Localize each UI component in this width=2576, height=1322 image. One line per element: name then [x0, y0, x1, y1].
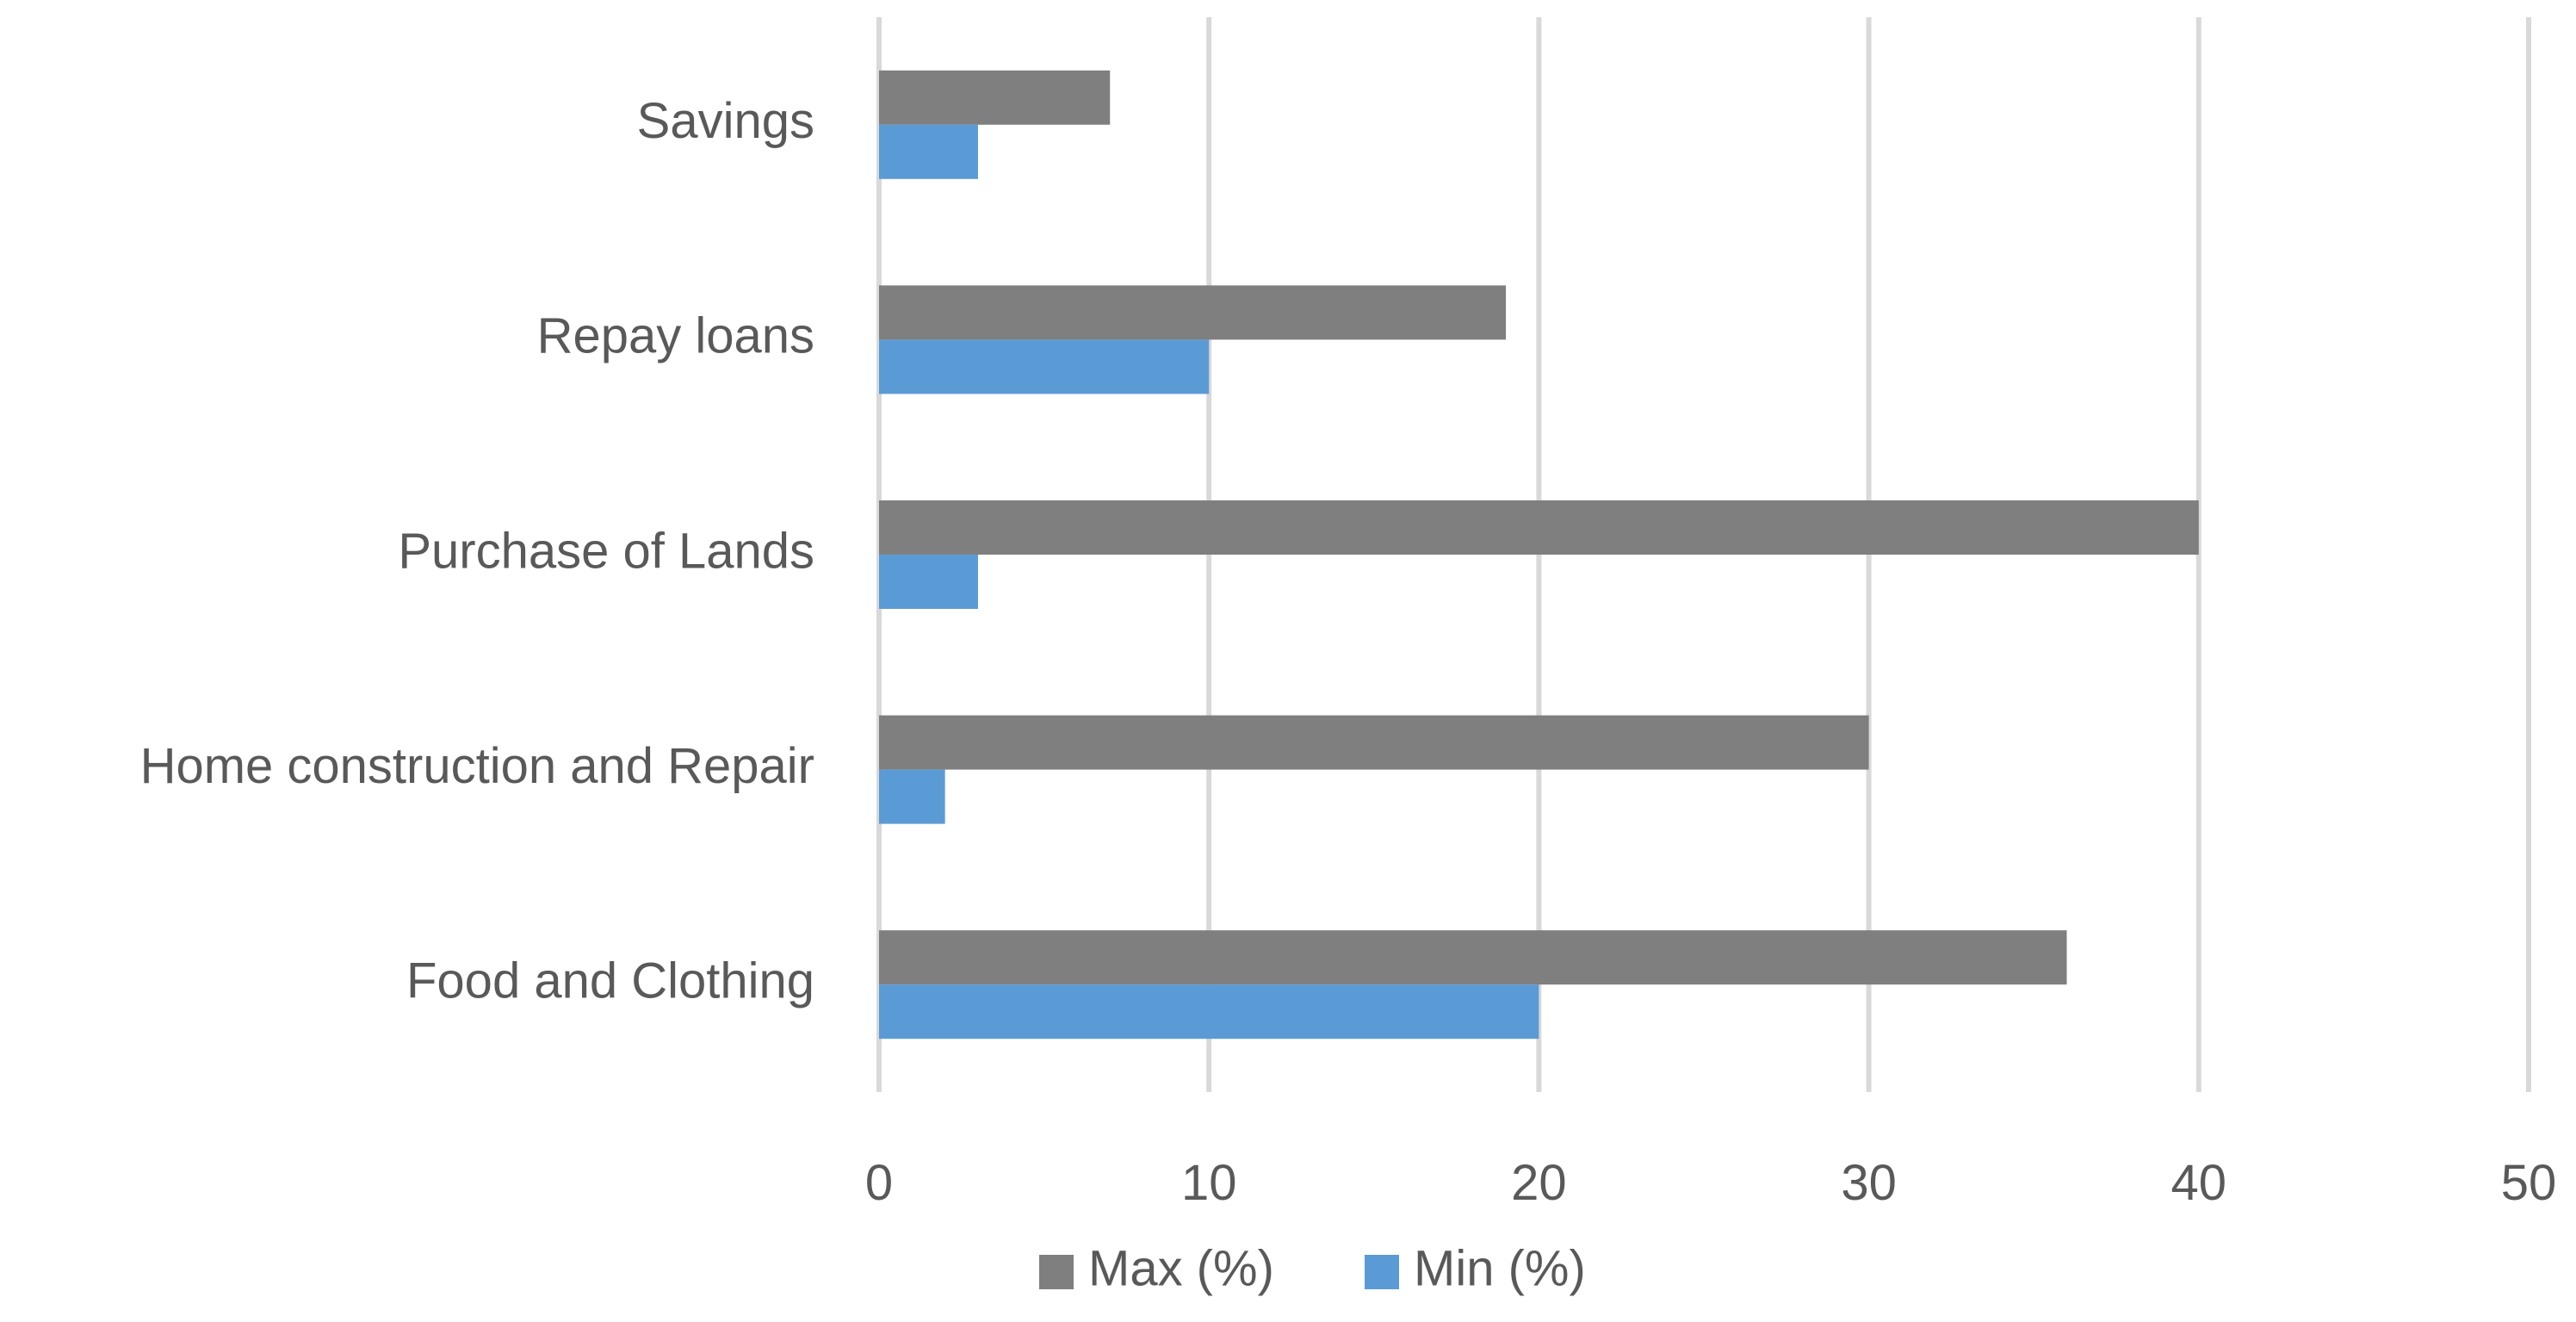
legend: Max (%) Min (%): [1039, 1240, 1586, 1296]
bar-min-food-and-clothing: [879, 984, 1539, 1040]
bar-min-home-construction-and-repair: [879, 769, 945, 824]
x-tick-label: 10: [1181, 1155, 1237, 1211]
bar-max-food-and-clothing: [879, 930, 2067, 985]
category-label: Repay loans: [537, 308, 814, 364]
legend-swatch-max: [1039, 1255, 1074, 1289]
bar-min-purchase-of-lands: [879, 555, 978, 609]
bars: [879, 70, 2199, 1040]
x-tick-label: 20: [1511, 1155, 1567, 1211]
category-label: Home construction and Repair: [140, 738, 814, 794]
category-label: Savings: [637, 93, 814, 149]
category-label: Food and Clothing: [406, 953, 814, 1009]
bar-max-savings: [879, 70, 1111, 125]
x-tick-label: 40: [2171, 1155, 2227, 1211]
bar-min-repay-loans: [879, 339, 1210, 394]
x-tick-label: 0: [865, 1155, 893, 1211]
category-label: Purchase of Lands: [398, 523, 814, 579]
bar-min-savings: [879, 124, 978, 179]
x-tick-labels: 0 10 20 30 40 50: [865, 1155, 2556, 1211]
bar-max-purchase-of-lands: [879, 500, 2199, 555]
category-labels: Savings Repay loans Purchase of Lands Home …: [140, 93, 814, 1009]
bar-max-repay-loans: [879, 285, 1507, 340]
legend-swatch-min: [1365, 1255, 1399, 1289]
legend-label-min: Min (%): [1414, 1240, 1586, 1296]
legend-label-max: Max (%): [1088, 1240, 1274, 1296]
x-tick-label: 30: [1841, 1155, 1897, 1211]
x-tick-label: 50: [2501, 1155, 2557, 1211]
bar-max-home-construction-and-repair: [879, 715, 1869, 770]
